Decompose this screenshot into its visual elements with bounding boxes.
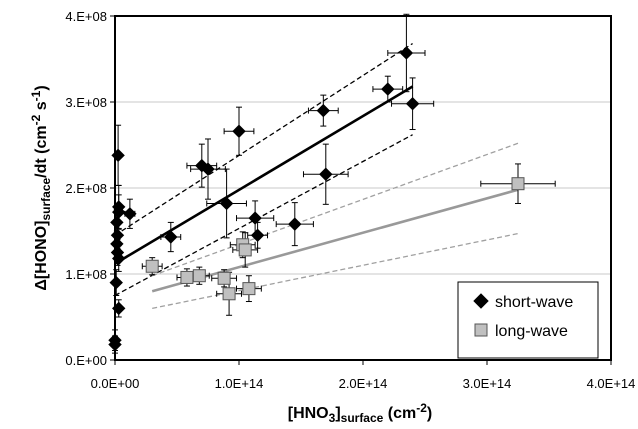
short-wave-point-7 <box>111 148 125 163</box>
short-wave-point-1 <box>108 337 122 352</box>
y-tick-label-3: 3.E+08 <box>65 95 107 110</box>
short-wave-point-10 <box>112 251 126 266</box>
data-markers <box>108 46 525 352</box>
x-tick-label-3: 3.0E+14 <box>463 376 512 391</box>
legend: short-wave long-wave <box>457 281 599 359</box>
short-wave-point-21 <box>316 103 331 118</box>
y-tick-label-0: 0.E+00 <box>65 353 107 368</box>
short-wave-point-24 <box>399 46 414 60</box>
legend-label-short-wave: short-wave <box>495 294 573 311</box>
short-wave-point-17 <box>232 124 246 138</box>
short-wave-point-13 <box>164 230 178 244</box>
x-tick-label-0: 0.0E+00 <box>91 376 140 391</box>
confidence-bands <box>114 42 519 310</box>
short-wave-point-18 <box>248 211 262 225</box>
long-wave-point-7 <box>242 282 256 296</box>
short-wave-point-12 <box>123 207 137 221</box>
y-tick-label-4: 4.E+08 <box>65 9 107 24</box>
legend-diamond-icon <box>473 293 489 309</box>
y-tick-label-1: 1.E+08 <box>65 267 107 282</box>
long-wave-point-0 <box>145 259 159 273</box>
x-tick-label-1: 1.0E+14 <box>215 376 264 391</box>
short-wave-point-2 <box>109 275 123 290</box>
short-wave-point-22 <box>319 167 333 181</box>
long-wave-point-8 <box>511 177 525 191</box>
short-wave-point-3 <box>110 215 124 230</box>
short-wave-point-5 <box>110 228 125 243</box>
long-wave-point-2 <box>192 269 206 283</box>
short-wave-band-lower <box>114 134 413 297</box>
y-axis-title: Δ[HONO]surface/dt (cm-2 s-1) <box>29 85 53 290</box>
short-wave-point-19 <box>250 228 265 243</box>
long-wave-point-3 <box>217 271 231 285</box>
long-wave-fit-line <box>151 188 519 293</box>
short-wave-point-15 <box>201 162 215 176</box>
short-wave-fit-line <box>114 85 414 265</box>
short-wave-band-upper <box>114 42 413 236</box>
short-wave-point-20 <box>288 217 302 231</box>
short-wave-point-23 <box>381 82 395 96</box>
short-wave-point-11 <box>112 301 126 316</box>
long-wave-point-6 <box>238 243 252 257</box>
x-tick-label-2: 2.0E+14 <box>339 376 388 391</box>
long-wave-point-1 <box>180 270 194 284</box>
y-tick-label-2: 2.E+08 <box>65 181 107 196</box>
fit-lines <box>114 85 519 293</box>
y-axis-ticks: 0.E+00 1.E+08 2.E+08 3.E+08 4.E+08 <box>65 9 115 368</box>
long-wave-band-upper <box>151 142 519 277</box>
short-wave-point-16 <box>219 196 234 211</box>
short-wave-point-25 <box>405 97 420 111</box>
x-tick-label-4: 4.0E+14 <box>587 376 636 391</box>
long-wave-band-lower <box>152 232 519 310</box>
legend-square-icon <box>474 323 488 337</box>
long-wave-point-4 <box>222 287 236 301</box>
x-axis-ticks: 0.0E+00 1.0E+14 2.0E+14 3.0E+14 4.0E+14 <box>91 360 636 391</box>
short-wave-point-9 <box>112 205 126 219</box>
x-axis-title: [HNO3]surface (cm-2) <box>288 401 433 425</box>
legend-label-long-wave: long-wave <box>495 323 568 340</box>
